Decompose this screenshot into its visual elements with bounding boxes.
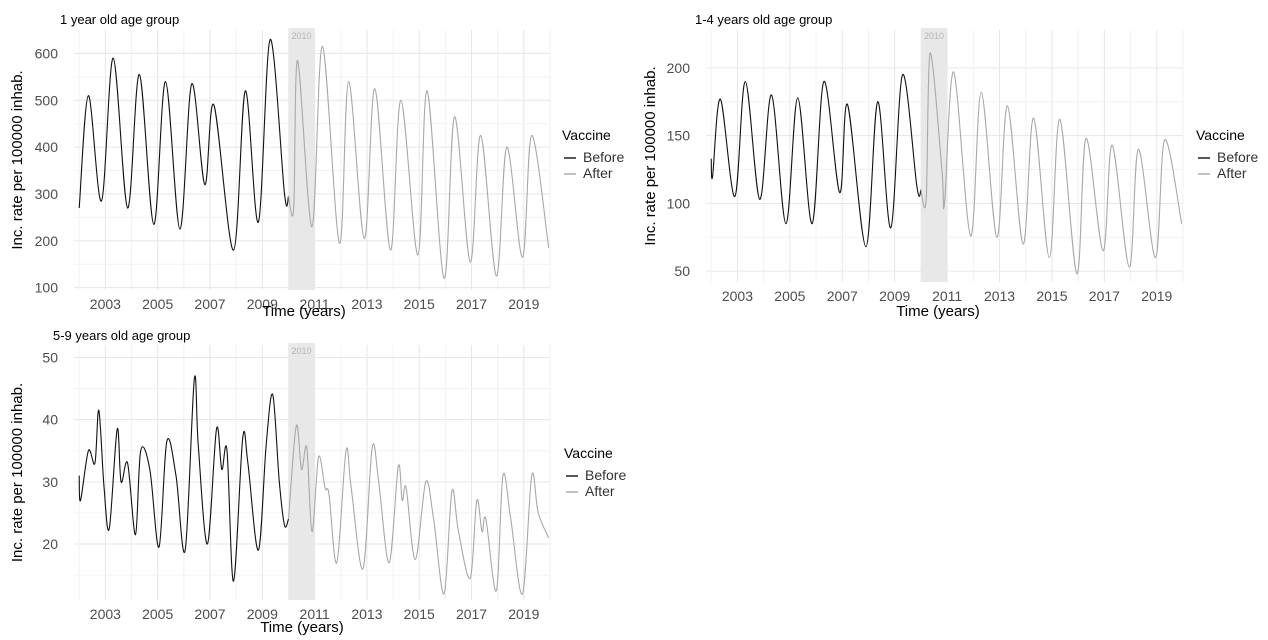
y-tick-label: 50	[42, 349, 58, 365]
chart-panel-3: 2010 20 30 40 50 2003 2005 2007 2009 2011 2013 2015…	[9, 328, 626, 636]
x-tick-label: 2005	[774, 288, 805, 304]
band-label: 2010	[292, 31, 312, 41]
y-tick-label: 20	[42, 536, 58, 552]
y-tick-label: 200	[35, 233, 59, 249]
x-tick-label: 2015	[404, 296, 435, 312]
chart-panel-2: 2010 50 100 150 200 2003 2005 2007 2009 2011 2013 2…	[642, 12, 1258, 320]
legend-label-before: Before	[1217, 149, 1258, 165]
x-tick-label: 2003	[90, 606, 121, 622]
x-tick-label: 2017	[1089, 288, 1120, 304]
series-line-before	[78, 375, 290, 582]
y-tick-label: 100	[35, 280, 59, 296]
y-tick-label: 400	[35, 139, 59, 155]
y-tick-label: 100	[667, 195, 691, 211]
vaccine-period-band	[288, 343, 315, 600]
y-tick-label: 50	[674, 263, 690, 279]
x-axis-title: Time (years)	[896, 303, 980, 320]
legend-label-before: Before	[585, 467, 626, 483]
x-tick-label: 2019	[508, 296, 539, 312]
x-tick-label: 2013	[351, 606, 382, 622]
y-axis-title: Inc. rate per 100000 inhab.	[9, 70, 26, 249]
panel-title: 1-4 years old age group	[695, 12, 832, 27]
x-tick-label: 2009	[247, 606, 278, 622]
x-tick-label: 2007	[194, 606, 225, 622]
y-tick-label: 500	[35, 92, 59, 108]
y-axis-title: Inc. rate per 100000 inhab.	[9, 383, 26, 562]
series-line-after	[287, 424, 550, 595]
legend-title: Vaccine	[562, 127, 611, 143]
x-tick-label: 2015	[1036, 288, 1067, 304]
y-tick-label: 300	[35, 186, 59, 202]
x-axis-title: Time (years)	[260, 619, 344, 635]
x-tick-label: 2011	[300, 296, 330, 312]
x-tick-label: 2017	[456, 296, 487, 312]
legend-label-before: Before	[583, 149, 624, 165]
x-tick-label: 2003	[722, 288, 753, 304]
x-axis-title: Time (years)	[262, 303, 346, 320]
y-tick-label: 30	[42, 474, 58, 490]
x-tick-label: 2019	[508, 606, 539, 622]
legend-title: Vaccine	[1196, 127, 1245, 143]
x-tick-label: 2017	[456, 606, 487, 622]
x-tick-label: 2011	[300, 606, 330, 622]
y-axis-title: Inc. rate per 100000 inhab.	[642, 66, 659, 245]
panel-title: 5-9 years old age group	[53, 328, 190, 343]
x-tick-label: 2005	[142, 296, 173, 312]
legend-label-after: After	[1217, 165, 1247, 181]
series-line-after	[287, 45, 550, 279]
x-tick-label: 2009	[247, 296, 278, 312]
vaccine-period-band	[288, 28, 315, 290]
x-tick-label: 2019	[1141, 288, 1172, 304]
band-label: 2010	[292, 346, 312, 356]
x-tick-label: 2009	[879, 288, 910, 304]
vaccine-period-band	[920, 28, 948, 282]
x-tick-label: 2007	[827, 288, 858, 304]
legend-label-after: After	[583, 165, 613, 181]
y-tick-label: 150	[667, 128, 691, 144]
series-line-after	[920, 52, 1183, 275]
y-tick-label: 600	[35, 45, 59, 61]
x-tick-label: 2003	[90, 296, 121, 312]
x-tick-label: 2013	[984, 288, 1015, 304]
legend-title: Vaccine	[564, 445, 613, 461]
x-tick-label: 2005	[142, 606, 173, 622]
x-tick-label: 2007	[194, 296, 225, 312]
y-tick-label: 40	[42, 412, 58, 428]
chart-panel-1: 2010 100 200 300 400 500 600 2003 2005 2007 2009 20…	[9, 12, 624, 320]
series-line-before	[78, 38, 290, 251]
panel-title: 1 year old age group	[60, 12, 179, 27]
legend-label-after: After	[585, 483, 615, 499]
x-tick-label: 2013	[351, 296, 382, 312]
x-tick-label: 2011	[932, 288, 962, 304]
x-tick-label: 2015	[404, 606, 435, 622]
band-label: 2010	[924, 31, 944, 41]
series-line-before	[710, 74, 922, 248]
y-tick-label: 200	[667, 60, 691, 76]
